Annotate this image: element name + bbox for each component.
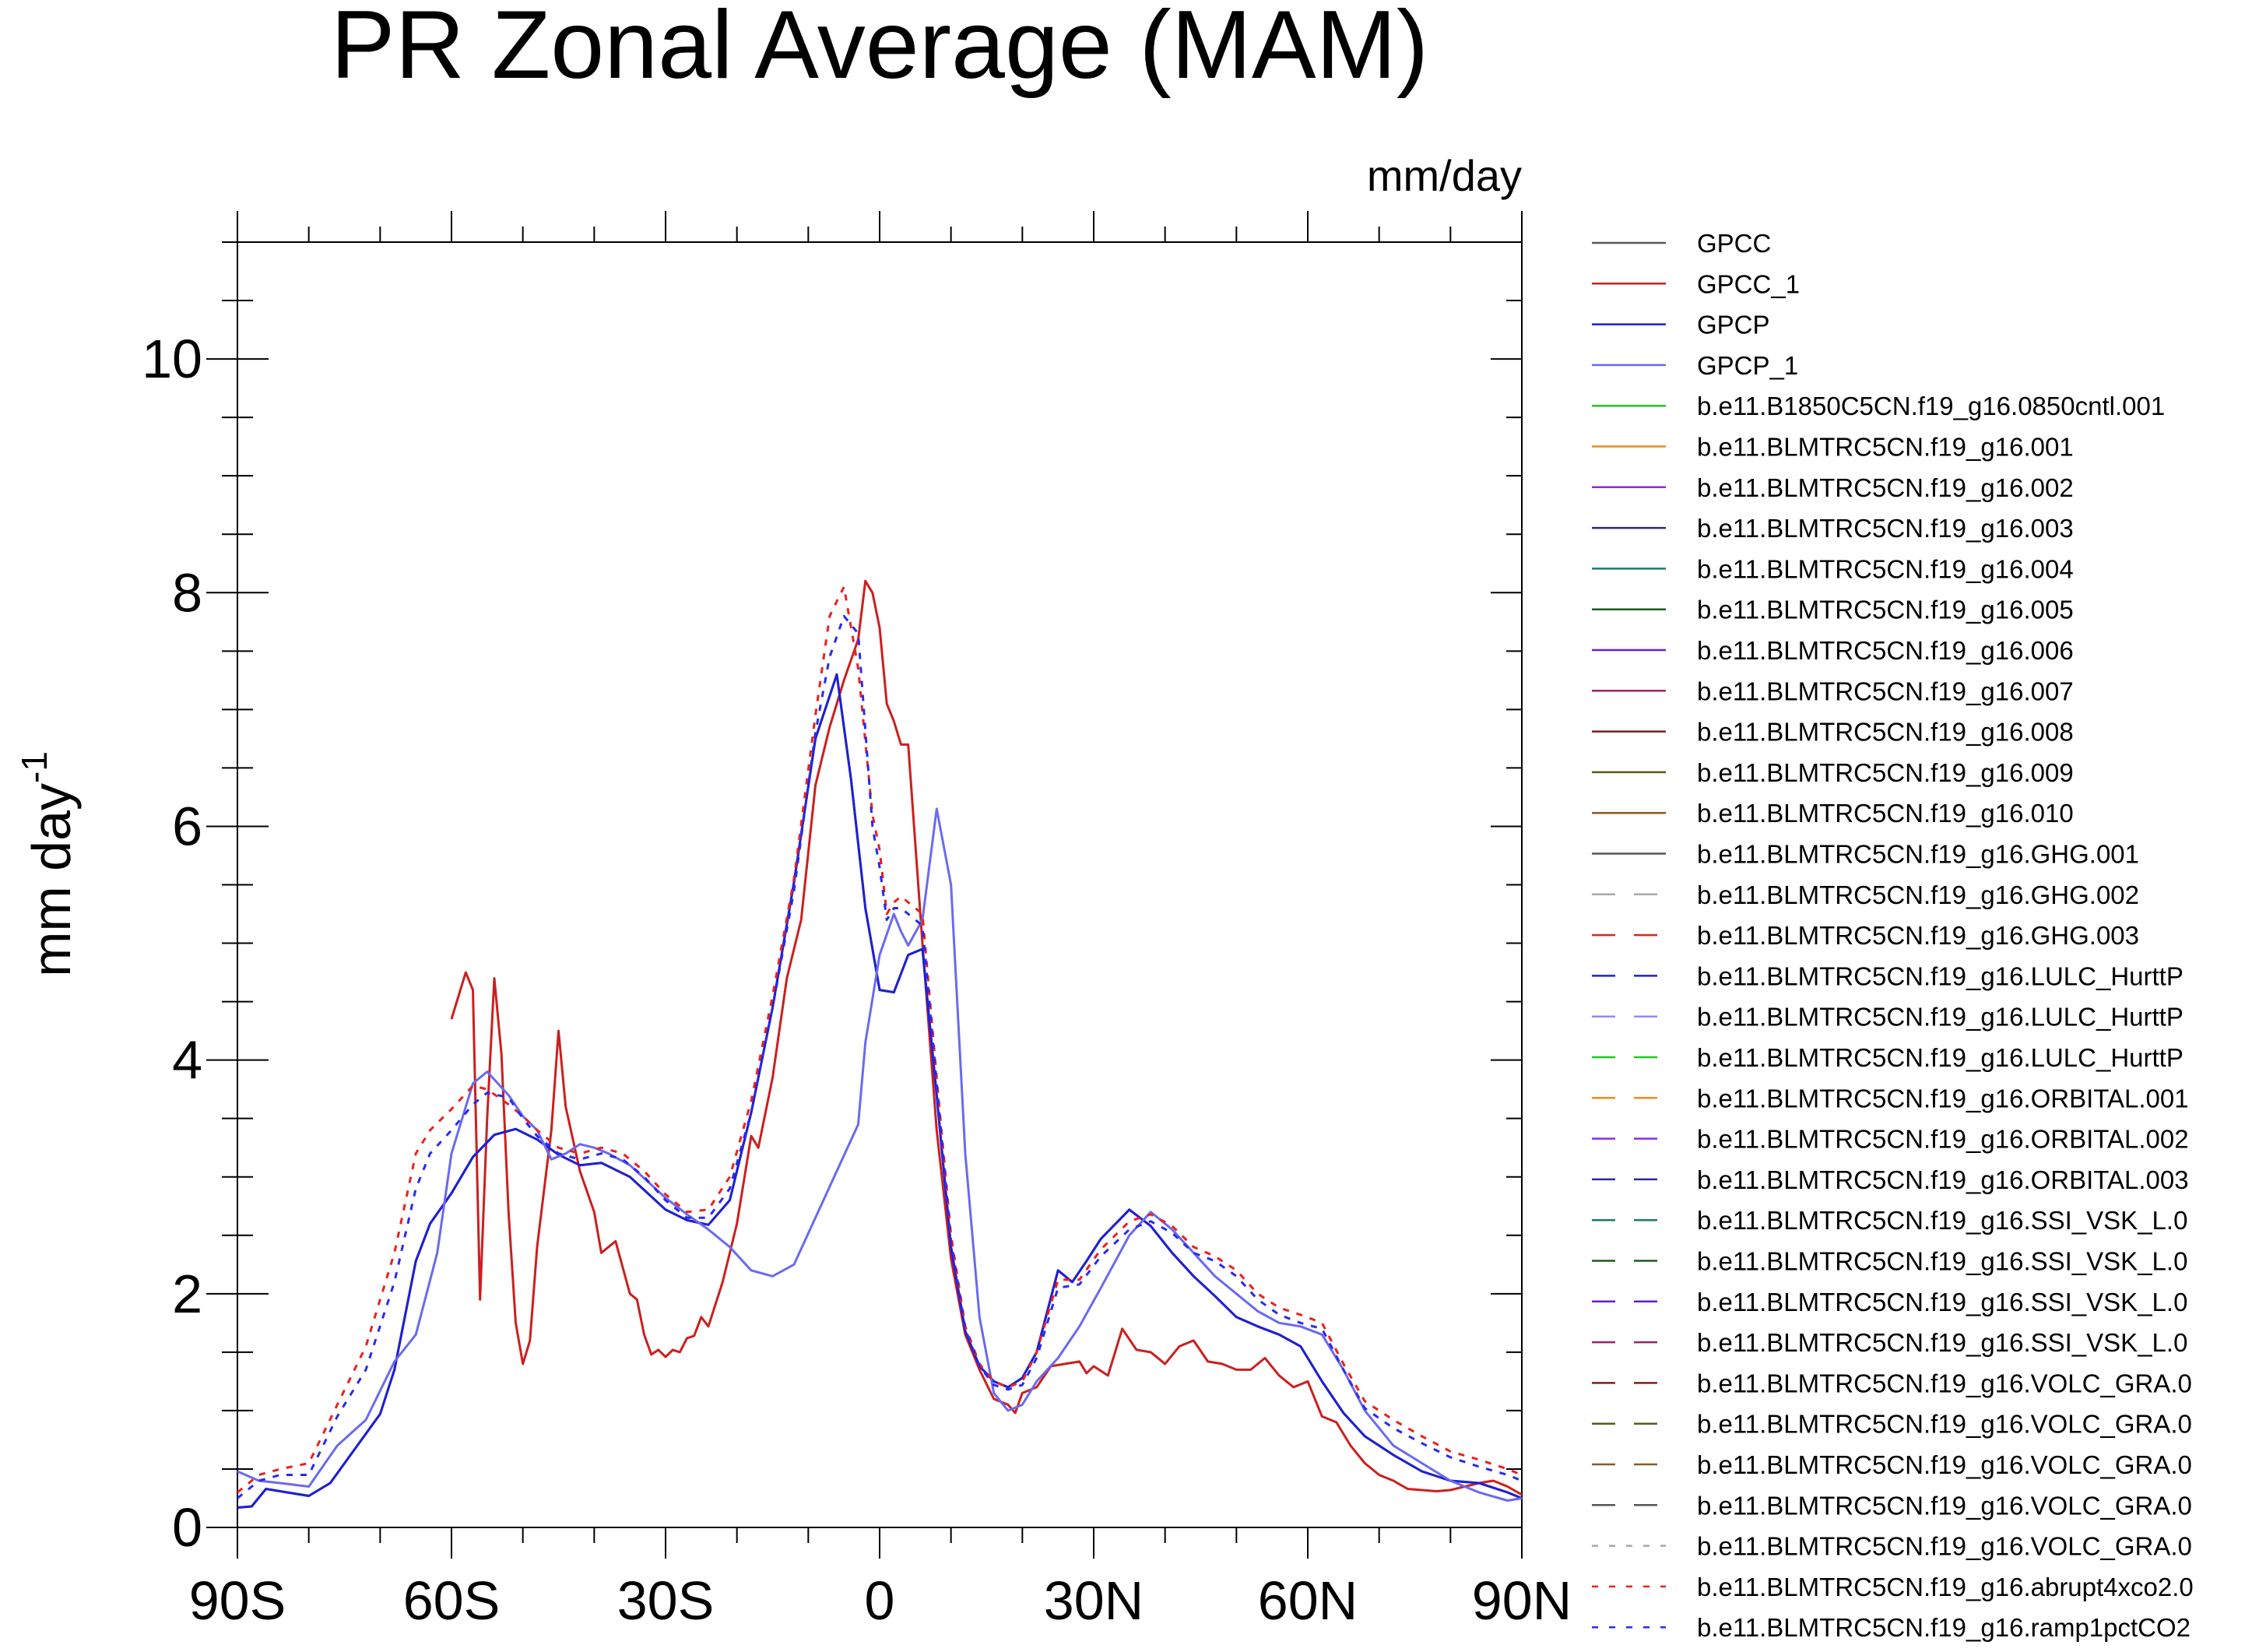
legend-label: b.e11.BLMTRC5CN.f19_g16.SSI_VSK_L.0 [1697, 1206, 2187, 1235]
legend-label: b.e11.BLMTRC5CN.f19_g16.GHG.003 [1697, 921, 2139, 950]
legend-label: b.e11.BLMTRC5CN.f19_g16.009 [1697, 758, 2074, 787]
legend-label: b.e11.BLMTRC5CN.f19_g16.SSI_VSK_L.0 [1697, 1328, 2187, 1357]
legend-label: b.e11.BLMTRC5CN.f19_g16.LULC_HurttP [1697, 961, 2183, 990]
plot-frame [237, 241, 1523, 1528]
x-tick-label: 60N [1258, 1570, 1358, 1631]
y-tick-label: 4 [172, 1030, 202, 1091]
y-tick-label: 6 [172, 796, 202, 856]
y-tick-label: 0 [172, 1497, 202, 1558]
legend-label: b.e11.BLMTRC5CN.f19_g16.LULC_HurttP [1697, 1043, 2183, 1072]
y-tick-label: 2 [172, 1264, 202, 1324]
legend-label: b.e11.BLMTRC5CN.f19_g16.001 [1697, 433, 2074, 462]
legend-label: b.e11.BLMTRC5CN.f19_g16.VOLC_GRA.0 [1697, 1410, 2192, 1439]
legend-label: GPCC_1 [1697, 269, 1800, 298]
x-tick-label: 30S [617, 1570, 715, 1631]
series-lines [237, 579, 1523, 1509]
y-axis-title: mm day-1 [14, 751, 82, 977]
legend-label: b.e11.BLMTRC5CN.f19_g16.GHG.001 [1697, 840, 2139, 869]
y-axis-title-exponent: -1 [14, 751, 54, 783]
legend-label: b.e11.BLMTRC5CN.f19_g16.ORBITAL.002 [1697, 1125, 2189, 1154]
y-axis-title-text: mm day [21, 783, 82, 977]
legend-label: b.e11.BLMTRC5CN.f19_g16.VOLC_GRA.0 [1697, 1491, 2192, 1520]
series-line [237, 673, 1523, 1509]
legend-label: GPCC [1697, 229, 1771, 258]
legend-label: b.e11.BLMTRC5CN.f19_g16.VOLC_GRA.0 [1697, 1369, 2192, 1397]
legend-label: b.e11.BLMTRC5CN.f19_g16.SSI_VSK_L.0 [1697, 1247, 2187, 1276]
series-line [237, 585, 1523, 1494]
series-line [237, 614, 1523, 1499]
legend-label: b.e11.BLMTRC5CN.f19_g16.abrupt4xco2.0 [1697, 1573, 2194, 1601]
legend-label: b.e11.BLMTRC5CN.f19_g16.VOLC_GRA.0 [1697, 1532, 2192, 1561]
legend-label: b.e11.BLMTRC5CN.f19_g16.010 [1697, 799, 2074, 828]
series-line [237, 807, 1523, 1502]
legend-label: b.e11.BLMTRC5CN.f19_g16.GHG.002 [1697, 880, 2139, 909]
series-line [450, 579, 1523, 1496]
legend-label: b.e11.BLMTRC5CN.f19_g16.LULC_HurttP [1697, 1003, 2183, 1032]
x-tick-label: 0 [865, 1570, 895, 1631]
legend-label: b.e11.BLMTRC5CN.f19_g16.002 [1697, 473, 2074, 502]
axis-ticks [206, 211, 1523, 1559]
chart-title: PR Zonal Average (MAM) [331, 0, 1428, 99]
legend-label: b.e11.BLMTRC5CN.f19_g16.007 [1697, 677, 2074, 705]
x-tick-label: 30N [1044, 1570, 1144, 1631]
y-tick-label: 10 [142, 329, 202, 389]
series-line [237, 673, 1523, 1509]
legend-label: b.e11.BLMTRC5CN.f19_g16.ramp1pctCO2 [1697, 1613, 2191, 1642]
legend: GPCC GPCC_1 GPCP GPCP_1 b.e11.B1850C5CN.f19_… [1592, 229, 2194, 1642]
x-tick-label: 60S [403, 1570, 501, 1631]
x-tick-label: 90N [1472, 1570, 1572, 1631]
legend-label: b.e11.BLMTRC5CN.f19_g16.006 [1697, 636, 2074, 665]
legend-label: b.e11.BLMTRC5CN.f19_g16.SSI_VSK_L.0 [1697, 1288, 2187, 1316]
y-tick-label: 8 [172, 562, 202, 623]
legend-label: GPCP [1697, 311, 1770, 339]
legend-label: b.e11.BLMTRC5CN.f19_g16.008 [1697, 718, 2074, 747]
legend-label: b.e11.BLMTRC5CN.f19_g16.ORBITAL.001 [1697, 1084, 2189, 1112]
legend-label: b.e11.B1850C5CN.f19_g16.0850cntl.001 [1697, 392, 2165, 420]
legend-label: b.e11.BLMTRC5CN.f19_g16.ORBITAL.003 [1697, 1165, 2189, 1194]
legend-label: b.e11.BLMTRC5CN.f19_g16.004 [1697, 554, 2074, 583]
units-label: mm/day [1367, 151, 1522, 200]
x-tick-label: 90S [189, 1570, 286, 1631]
legend-label: b.e11.BLMTRC5CN.f19_g16.VOLC_GRA.0 [1697, 1450, 2192, 1479]
axis-tick-labels: 0 2 4 6 8 10 90S 60S 30S 0 30N 60N 90N [142, 329, 1572, 1631]
legend-label: GPCP_1 [1697, 351, 1798, 380]
legend-label: b.e11.BLMTRC5CN.f19_g16.005 [1697, 596, 2074, 624]
legend-label: b.e11.BLMTRC5CN.f19_g16.003 [1697, 514, 2074, 543]
